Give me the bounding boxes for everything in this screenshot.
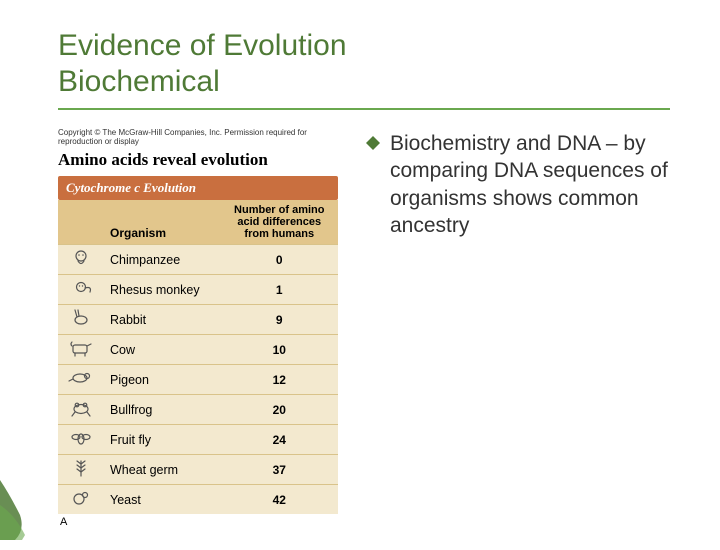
difference-value: 12 bbox=[221, 365, 338, 395]
difference-value: 0 bbox=[221, 245, 338, 275]
table-row: Rhesus monkey1 bbox=[58, 275, 338, 305]
organism-name: Cow bbox=[104, 335, 221, 365]
organism-icon bbox=[58, 395, 104, 425]
table-row: Yeast42 bbox=[58, 485, 338, 515]
organism-icon bbox=[58, 245, 104, 275]
bullet-marker-icon bbox=[366, 136, 380, 150]
figure-headline: Amino acids reveal evolution bbox=[58, 148, 338, 176]
organism-icon bbox=[58, 425, 104, 455]
figure-copyright: Copyright © The McGraw-Hill Companies, I… bbox=[58, 128, 338, 146]
col-icon bbox=[58, 200, 104, 245]
title-line-1: Evidence of Evolution bbox=[58, 29, 347, 62]
bullet-list: Biochemistry and DNA – by comparing DNA … bbox=[366, 128, 670, 239]
col-value: Number of amino acid differences from hu… bbox=[221, 200, 338, 245]
col-organism: Organism bbox=[104, 200, 221, 245]
organism-icon bbox=[58, 455, 104, 485]
table-row: Pigeon12 bbox=[58, 365, 338, 395]
organism-name: Chimpanzee bbox=[104, 245, 221, 275]
organism-name: Wheat germ bbox=[104, 455, 221, 485]
table-row: Bullfrog20 bbox=[58, 395, 338, 425]
organism-icon bbox=[58, 485, 104, 515]
figure-banner: Cytochrome c Evolution bbox=[58, 176, 338, 200]
difference-value: 9 bbox=[221, 305, 338, 335]
organism-name: Yeast bbox=[104, 485, 221, 515]
corner-decoration bbox=[0, 460, 60, 540]
table-row: Cow10 bbox=[58, 335, 338, 365]
organism-name: Pigeon bbox=[104, 365, 221, 395]
slide: Evidence of Evolution Biochemical Copyri… bbox=[0, 0, 720, 550]
difference-value: 20 bbox=[221, 395, 338, 425]
slide-title: Evidence of Evolution Biochemical bbox=[58, 28, 670, 100]
cytochrome-table: Organism Number of amino acid difference… bbox=[58, 200, 338, 514]
organism-icon bbox=[58, 275, 104, 305]
organism-icon bbox=[58, 365, 104, 395]
table-row: Fruit fly24 bbox=[58, 425, 338, 455]
organism-icon bbox=[58, 335, 104, 365]
organism-name: Fruit fly bbox=[104, 425, 221, 455]
content-row: Copyright © The McGraw-Hill Companies, I… bbox=[58, 128, 670, 530]
difference-value: 1 bbox=[221, 275, 338, 305]
figure-panel-label: A bbox=[58, 514, 338, 530]
title-line-2: Biochemical bbox=[58, 65, 220, 98]
table-row: Chimpanzee0 bbox=[58, 245, 338, 275]
organism-name: Rhesus monkey bbox=[104, 275, 221, 305]
title-underline bbox=[58, 108, 670, 110]
difference-value: 10 bbox=[221, 335, 338, 365]
difference-value: 24 bbox=[221, 425, 338, 455]
table-row: Rabbit9 bbox=[58, 305, 338, 335]
difference-value: 42 bbox=[221, 485, 338, 515]
bullet-text: Biochemistry and DNA – by comparing DNA … bbox=[390, 130, 670, 239]
difference-value: 37 bbox=[221, 455, 338, 485]
bullet-item: Biochemistry and DNA – by comparing DNA … bbox=[366, 130, 670, 239]
organism-icon bbox=[58, 305, 104, 335]
figure-amino-acids: Copyright © The McGraw-Hill Companies, I… bbox=[58, 128, 338, 530]
organism-name: Rabbit bbox=[104, 305, 221, 335]
organism-name: Bullfrog bbox=[104, 395, 221, 425]
table-row: Wheat germ37 bbox=[58, 455, 338, 485]
